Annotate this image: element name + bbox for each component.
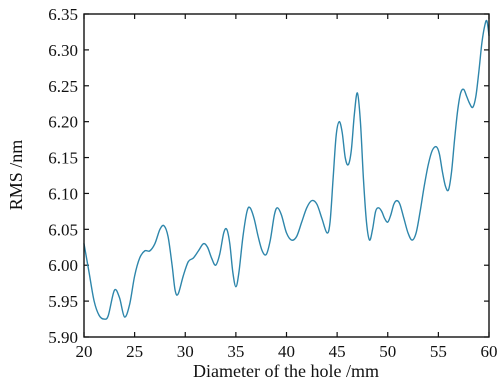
y-tick-label: 5.90 <box>48 328 78 347</box>
x-tick-label: 60 <box>481 342 498 361</box>
y-tick-label: 6.15 <box>48 149 78 168</box>
rms-series-line <box>83 19 490 320</box>
x-tick-label: 30 <box>177 342 194 361</box>
series-layer <box>83 19 490 320</box>
y-tick-label: 6.35 <box>48 5 78 24</box>
y-tick-label: 6.25 <box>48 77 78 96</box>
x-tick-label: 40 <box>278 342 295 361</box>
x-tick-label: 45 <box>329 342 346 361</box>
ticks-layer: 20 25 30 35 40 45 50 55 60 5.90 5.95 6.00 6.05 6.10 6.… <box>48 5 497 361</box>
x-tick-label: 50 <box>379 342 396 361</box>
x-tick-label: 25 <box>126 342 143 361</box>
y-tick-label: 6.05 <box>48 220 78 239</box>
x-tick-label: 55 <box>430 342 447 361</box>
x-tick-label: 35 <box>227 342 244 361</box>
plot-frame <box>83 13 490 338</box>
y-tick-label: 5.95 <box>48 292 78 311</box>
x-axis-title: Diameter of the hole /mm <box>193 361 379 381</box>
y-tick-label: 6.00 <box>48 256 78 275</box>
y-axis-title: RMS /nm <box>6 140 26 211</box>
y-tick-label: 6.30 <box>48 41 78 60</box>
y-tick-label: 6.20 <box>48 113 78 132</box>
y-tick-label: 6.10 <box>48 184 78 203</box>
x-tick-label: 20 <box>76 342 93 361</box>
